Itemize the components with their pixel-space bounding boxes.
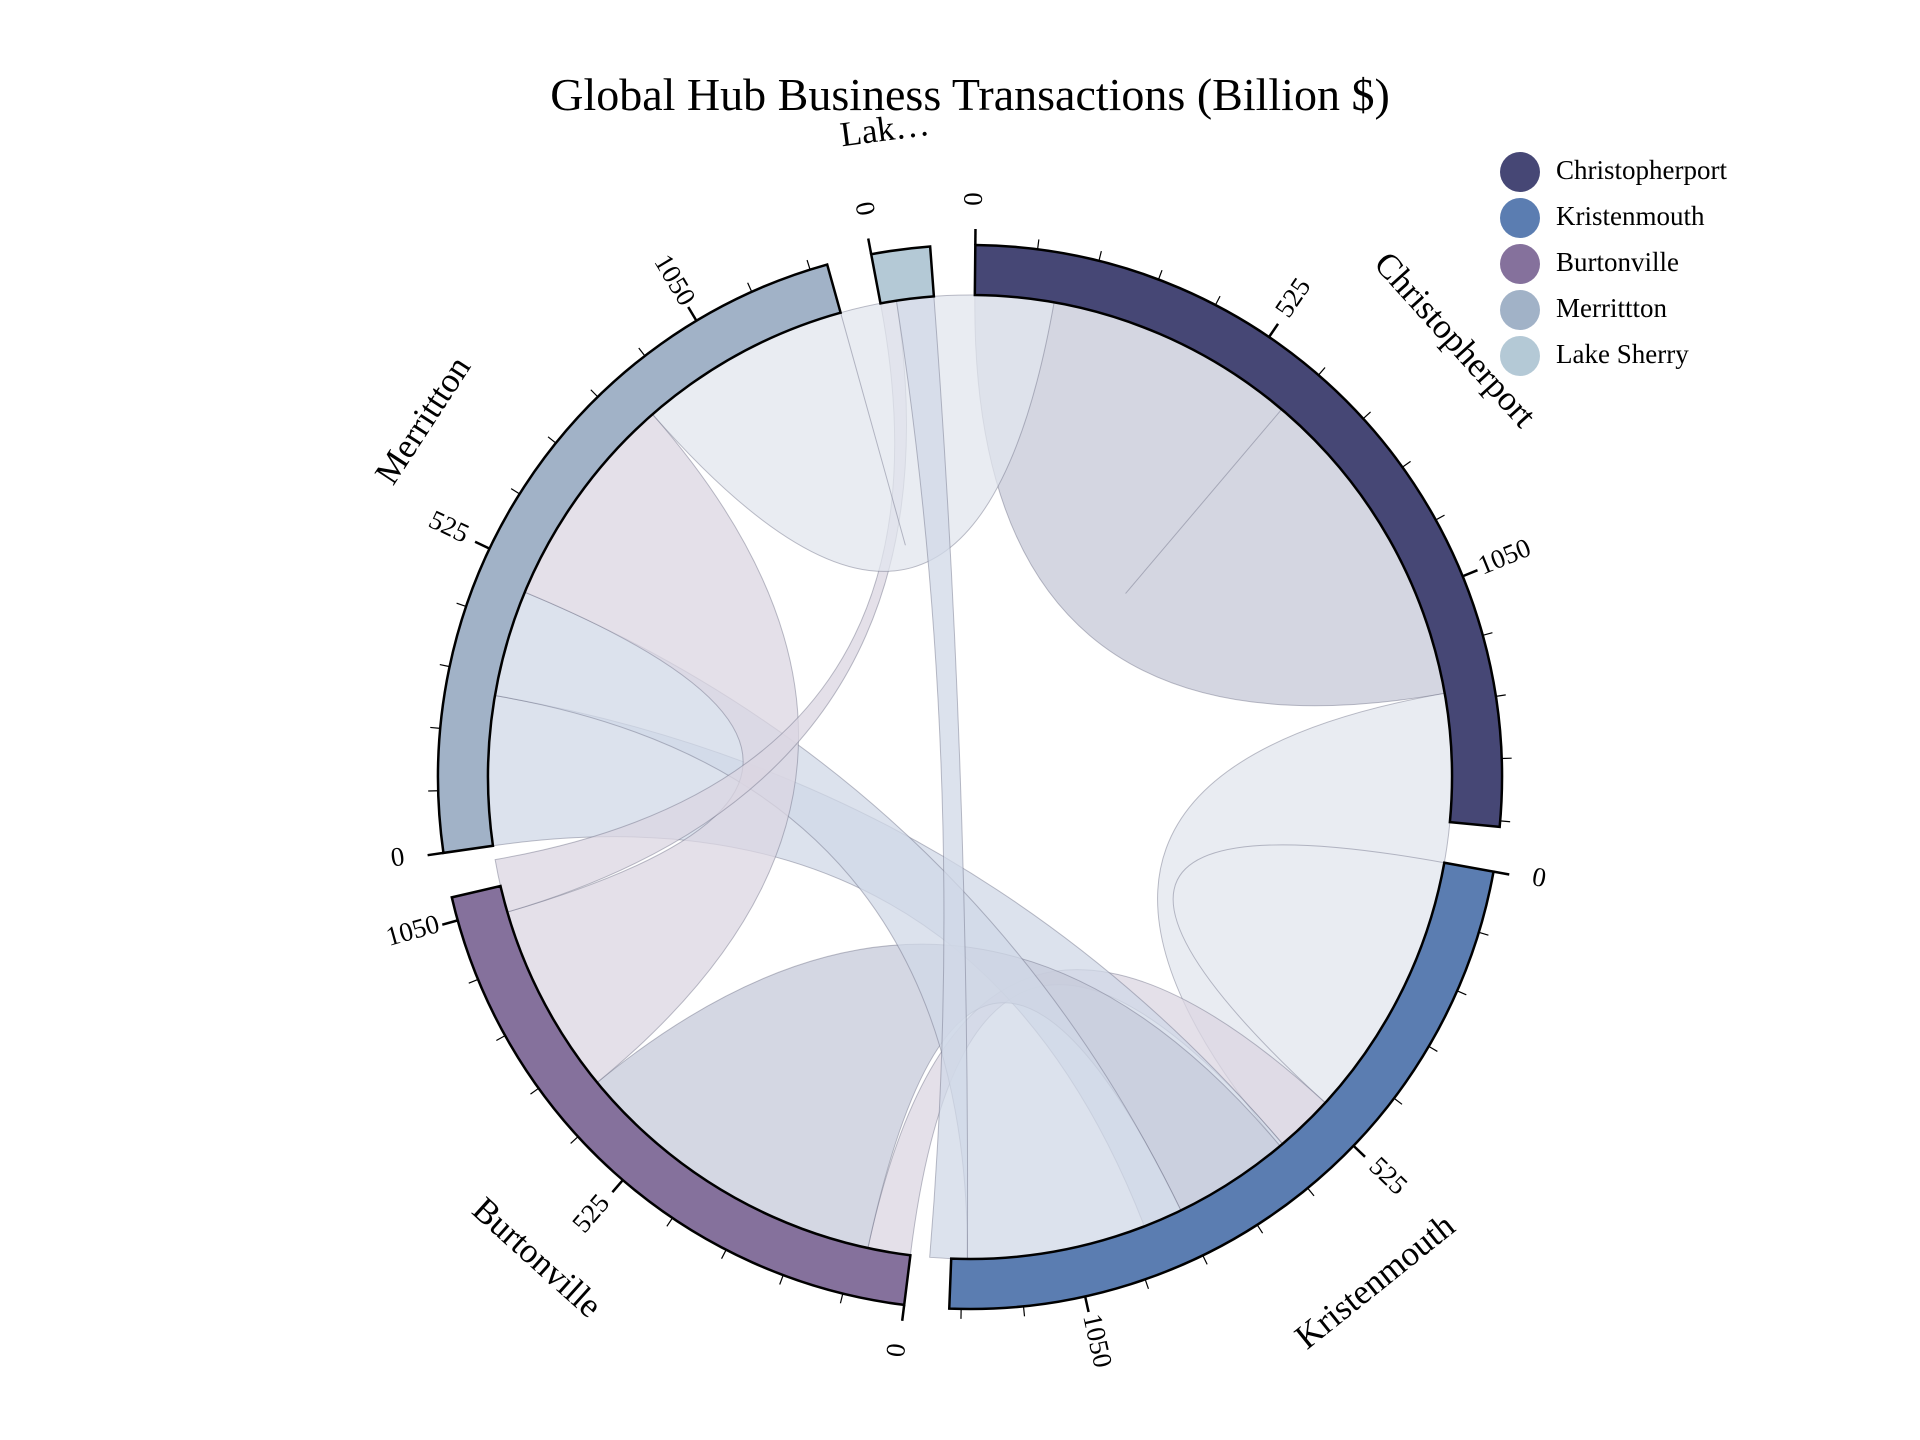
legend-label-christopherport: Christopherport: [1556, 155, 1727, 185]
minor-tick: [747, 282, 753, 293]
major-tick: [867, 238, 873, 255]
tick-label: 1050: [648, 249, 701, 311]
minor-tick: [1202, 1255, 1208, 1265]
minor-tick: [779, 1274, 784, 1285]
minor-tick: [1318, 367, 1326, 376]
tick-label: 0: [389, 841, 407, 873]
legend-swatch-burtonville: [1500, 244, 1540, 284]
minor-tick: [638, 347, 646, 357]
tick-label: 525: [566, 1188, 615, 1238]
minor-tick: [1478, 931, 1489, 936]
minor-tick: [1393, 1097, 1403, 1105]
group-label-kristenmouth: Kristenmouth: [1288, 1205, 1463, 1356]
minor-tick: [510, 488, 520, 495]
group-arc-kristenmouth: [947, 861, 1495, 1311]
minor-tick: [439, 663, 450, 668]
minor-tick: [721, 1249, 727, 1259]
major-tick: [1493, 870, 1510, 876]
minor-tick: [468, 978, 479, 984]
legend-swatch-kristenmouth: [1500, 198, 1540, 238]
minor-tick: [1500, 820, 1511, 823]
major-tick: [1083, 1296, 1090, 1313]
major-tick: [427, 851, 444, 857]
tick-label: 0: [1530, 861, 1549, 893]
minor-tick: [1495, 694, 1506, 697]
minor-tick: [1428, 1045, 1438, 1052]
group-arc-burtonville: [450, 884, 912, 1307]
legend-swatch-lake-sherry: [1500, 336, 1540, 376]
group-arc-christopherport: [973, 243, 1504, 829]
minor-tick: [496, 1035, 506, 1042]
minor-tick: [430, 726, 441, 729]
minor-tick: [1456, 990, 1467, 996]
minor-tick: [806, 259, 811, 270]
tick-label: 1050: [1077, 1311, 1118, 1370]
minor-tick: [1144, 1279, 1150, 1289]
major-tick: [900, 1304, 906, 1321]
minor-tick: [666, 1217, 673, 1227]
major-tick: [1268, 323, 1280, 338]
legend-swatch-christopherport: [1500, 152, 1540, 192]
minor-tick: [456, 602, 467, 608]
minor-tick: [1307, 1187, 1315, 1197]
chart-title: Global Hub Business Transactions (Billio…: [550, 69, 1390, 120]
minor-tick: [590, 389, 599, 398]
group-label-merrittton: Merrittton: [367, 349, 478, 491]
legend-label-burtonville: Burtonville: [1556, 247, 1679, 277]
tick-label: 1050: [383, 908, 443, 951]
major-tick: [611, 1179, 624, 1194]
legend-swatch-merrittton: [1500, 290, 1540, 330]
tick-label: 525: [1364, 1151, 1414, 1201]
minor-tick: [1098, 251, 1102, 262]
minor-tick: [570, 1136, 579, 1144]
minor-tick: [1256, 1224, 1264, 1234]
major-tick: [474, 540, 491, 550]
group-arc-lake-sherry: [869, 245, 936, 305]
minor-tick: [1157, 269, 1163, 280]
legend-label-kristenmouth: Kristenmouth: [1556, 201, 1705, 231]
minor-tick: [839, 1293, 844, 1304]
minor-tick: [547, 436, 557, 444]
tick-label: 525: [1269, 272, 1317, 322]
minor-tick: [1362, 411, 1371, 420]
tick-label: 1050: [1474, 532, 1535, 580]
minor-tick: [1036, 239, 1040, 250]
tick-label: 525: [424, 504, 473, 548]
ribbons-layer: [487, 294, 1453, 1260]
major-tick: [687, 306, 698, 322]
tick-label: 0: [880, 1342, 911, 1359]
group-arcs-layer: [436, 243, 1504, 1311]
major-tick: [1352, 1144, 1366, 1158]
legend: Christopherport Kristenmouth Burtonville Me…: [1500, 152, 1727, 376]
minor-tick: [1482, 632, 1493, 636]
minor-tick: [530, 1087, 539, 1095]
legend-label-merrittton: Merrittton: [1556, 293, 1667, 323]
minor-tick: [1435, 514, 1445, 521]
minor-tick: [1022, 1306, 1026, 1317]
minor-tick: [1214, 295, 1221, 306]
tick-label: 0: [849, 199, 881, 218]
major-tick: [441, 919, 459, 926]
tick-label: 0: [958, 192, 988, 206]
legend-label-lake-sherry: Lake Sherry: [1556, 339, 1689, 369]
minor-tick: [1402, 460, 1411, 468]
major-tick: [1462, 569, 1478, 578]
